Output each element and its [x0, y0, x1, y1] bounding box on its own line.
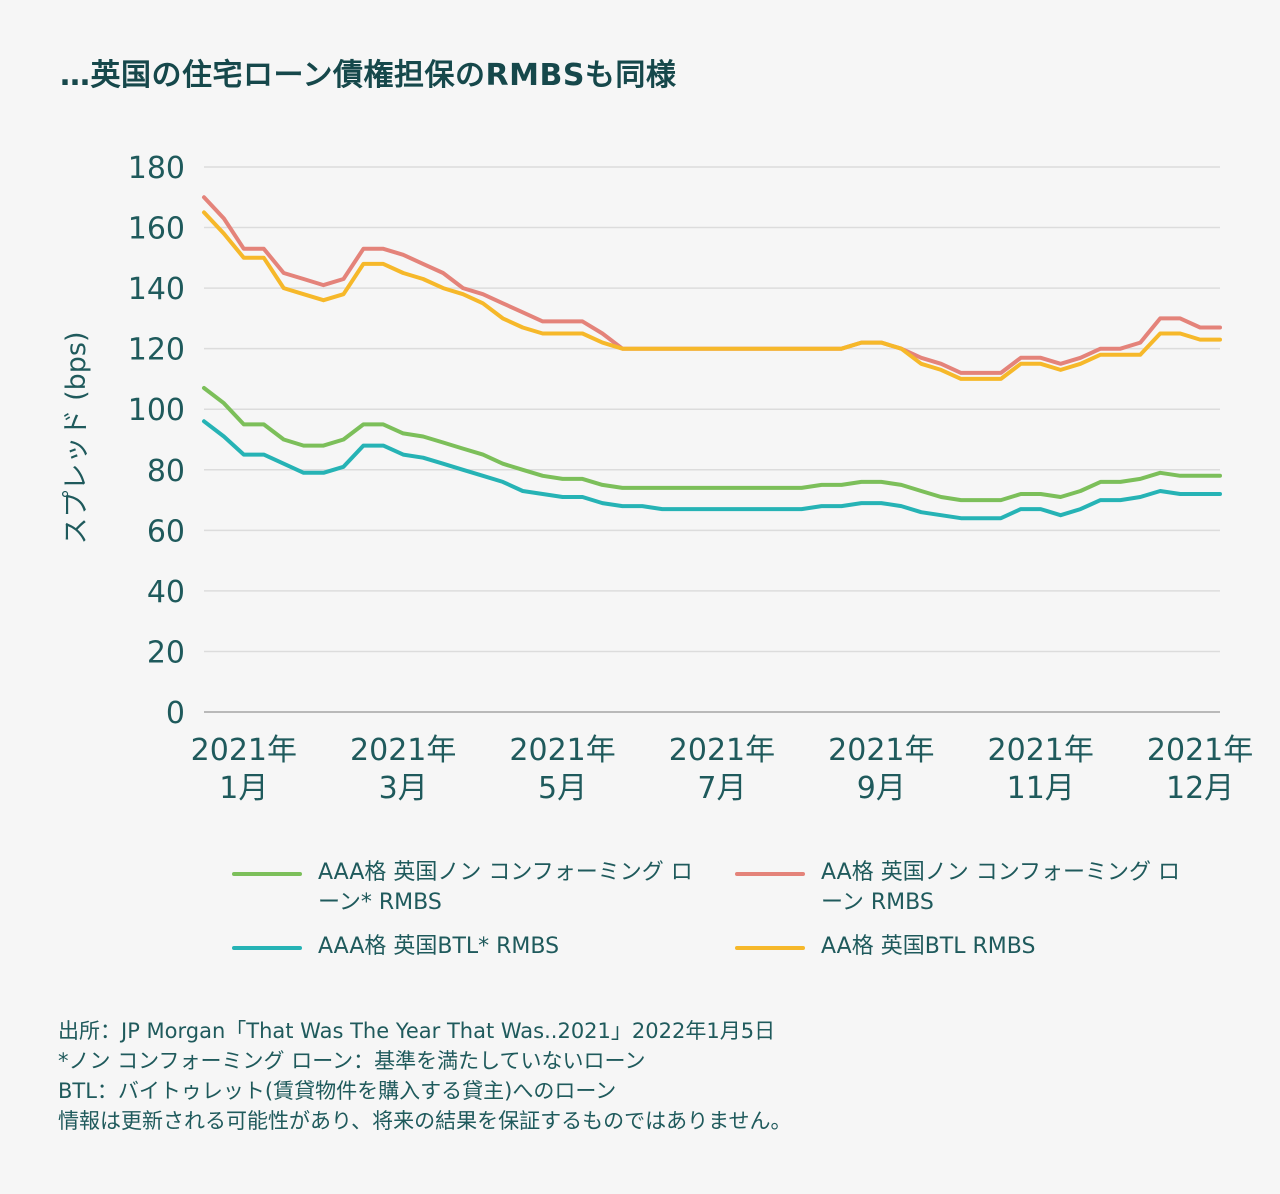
x-tick-month: 9月 — [857, 771, 906, 806]
legend-swatch — [735, 946, 805, 950]
chart-title: …英国の住宅ローン債権担保のRMBSも同様 — [60, 58, 677, 93]
legend-item: AA格 英国ノン コンフォーミング ローン RMBS — [735, 858, 1192, 918]
legend-label: AAA格 英国BTL* RMBS — [318, 934, 560, 959]
x-axis-ticks: 2021年1月2021年3月2021年5月2021年7月2021年9月2021年… — [191, 733, 1254, 806]
x-tick-year: 2021年 — [1147, 733, 1253, 768]
y-tick-label: 160 — [128, 212, 185, 247]
legend-item: AA格 英国BTL RMBS — [735, 932, 1192, 962]
x-tick-year: 2021年 — [988, 733, 1094, 768]
legend-label: AA格 英国ノン コンフォーミング ローン RMBS — [821, 860, 1181, 915]
y-tick-label: 100 — [128, 393, 185, 428]
note-disclaimer: 情報は更新される可能性があり、将来の結果を保証するものではありません。 — [58, 1109, 792, 1133]
y-axis-label: スプレッド (bps) — [61, 332, 92, 545]
y-tick-label: 20 — [147, 635, 185, 670]
note-nonconforming: *ノン コンフォーミング ローン：基準を満たしていないローン — [58, 1049, 646, 1073]
legend-label: AAA格 英国ノン コンフォーミング ローン* RMBS — [318, 860, 693, 915]
series-line-1 — [202, 386, 1222, 503]
x-tick-year: 2021年 — [191, 733, 297, 768]
legend-item: AAA格 英国BTL* RMBS — [232, 932, 735, 962]
x-tick-month: 3月 — [379, 771, 428, 806]
legend-swatch — [232, 946, 302, 950]
y-tick-label: 60 — [147, 514, 185, 549]
y-tick-label: 0 — [166, 696, 185, 731]
note-source: 出所：JP Morgan「That Was The Year That Was.… — [58, 1019, 776, 1043]
x-tick-year: 2021年 — [669, 733, 775, 768]
x-tick-year: 2021年 — [509, 733, 615, 768]
y-tick-label: 140 — [128, 272, 185, 307]
legend: AAA格 英国ノン コンフォーミング ローン* RMBS AA格 英国ノン コンフ… — [232, 858, 1192, 962]
x-tick-month: 5月 — [538, 771, 587, 806]
x-tick-month: 12月 — [1166, 771, 1234, 806]
y-tick-label: 40 — [147, 575, 185, 610]
series-lines — [202, 195, 1222, 521]
legend-swatch — [232, 872, 302, 876]
y-tick-label: 120 — [128, 333, 185, 368]
y-axis-ticks: 0 20 40 60 80 100 120 140 160 180 — [128, 151, 185, 731]
series-line-4 — [202, 210, 1222, 381]
x-tick-year: 2021年 — [350, 733, 456, 768]
grid-lines — [204, 166, 1220, 653]
x-tick-month: 1月 — [219, 771, 268, 806]
legend-swatch — [735, 872, 805, 876]
x-tick-year: 2021年 — [828, 733, 934, 768]
source-notes: 出所：JP Morgan「That Was The Year That Was.… — [58, 1016, 1238, 1136]
x-tick-month: 11月 — [1007, 771, 1075, 806]
legend-label: AA格 英国BTL RMBS — [821, 934, 1036, 959]
x-tick-month: 7月 — [697, 771, 746, 806]
series-line-3 — [202, 195, 1222, 375]
note-btl: BTL：バイトゥレット(賃貸物件を購入する貸主)へのローン — [58, 1079, 617, 1103]
y-tick-label: 80 — [147, 454, 185, 489]
legend-item: AAA格 英国ノン コンフォーミング ローン* RMBS — [232, 858, 735, 918]
series-line-2 — [202, 419, 1222, 521]
y-tick-label: 180 — [128, 151, 185, 186]
